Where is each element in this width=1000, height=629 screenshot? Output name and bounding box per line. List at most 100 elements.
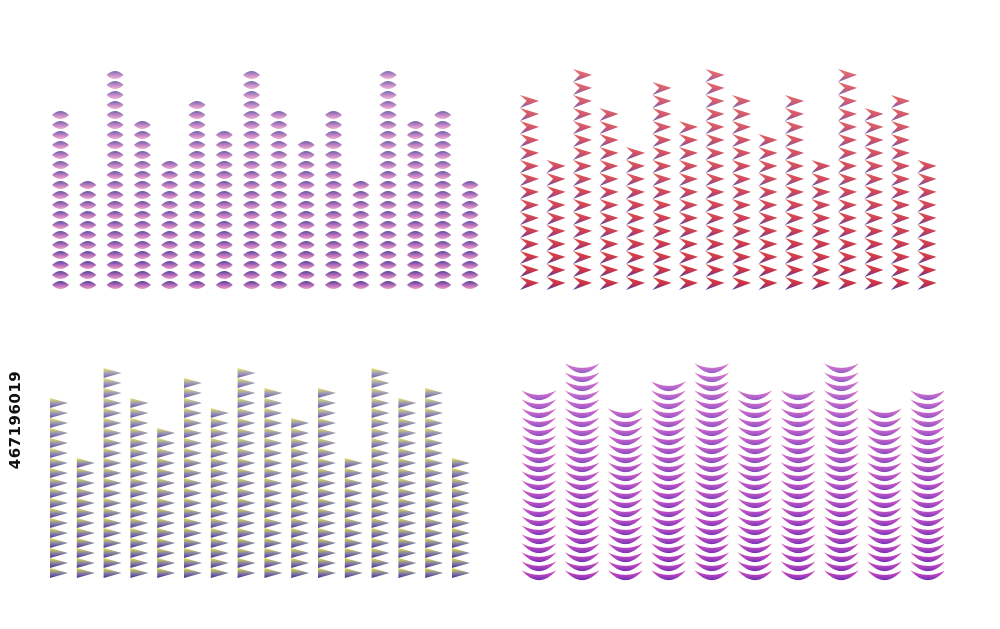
- equalizer-segment: [130, 518, 149, 528]
- equalizer-segment: [157, 518, 176, 528]
- equalizer-segment: [908, 469, 944, 482]
- equalizer-segment: [778, 397, 818, 410]
- equalizer-segment: [599, 134, 619, 147]
- equalizer-segment: [184, 508, 202, 518]
- equalizer-segment: [908, 478, 944, 491]
- equalizer-segment: [599, 186, 619, 199]
- equalizer-segment: [264, 468, 283, 478]
- equalizer-segment: [215, 231, 233, 239]
- equalizer-segment: [599, 160, 619, 173]
- equalizer-segment: [50, 498, 68, 508]
- equalizer-segment: [864, 251, 884, 264]
- equalizer-segment: [188, 251, 206, 259]
- equalizer-segment: [425, 428, 444, 438]
- equalizer-segment: [917, 251, 937, 264]
- equalizer-segment: [908, 550, 944, 563]
- equalizer-segment: [864, 225, 884, 238]
- equalizer-segment: [705, 199, 725, 212]
- equalizer-segment: [520, 173, 539, 186]
- equalizer-segment: [606, 514, 645, 527]
- equalizer-segment: [573, 212, 592, 225]
- equalizer-segment: [371, 538, 390, 548]
- equalizer-segment: [325, 161, 342, 169]
- equalizer-segment: [188, 271, 206, 279]
- equalizer-segment: [822, 487, 861, 500]
- equalizer-segment: [822, 433, 861, 446]
- equalizer-segment: [864, 186, 884, 199]
- equalizer-bar: [785, 95, 804, 290]
- equalizer-segment: [705, 134, 725, 147]
- equalizer-segment: [215, 241, 233, 249]
- equalizer-segment: [891, 160, 910, 173]
- equalizer-segment: [838, 264, 857, 277]
- equalizer-segment: [297, 271, 315, 279]
- equalizer-segment: [692, 442, 732, 455]
- equalizer-segment: [822, 469, 861, 482]
- equalizer-segment: [103, 528, 122, 538]
- equalizer-segment: [188, 261, 206, 269]
- equalizer-segment: [130, 468, 149, 478]
- equalizer-segment: [215, 161, 233, 169]
- equalizer-segment: [210, 558, 229, 568]
- equalizer-segment: [237, 498, 256, 508]
- equalizer-segment: [264, 568, 283, 578]
- equalizer-segment: [425, 418, 444, 428]
- equalizer-segment: [891, 108, 910, 121]
- equalizer-bar: [237, 368, 256, 578]
- equalizer-segment: [52, 201, 69, 209]
- equalizer-segment: [758, 238, 778, 251]
- equalizer-segment: [130, 538, 149, 548]
- equalizer-segment: [562, 424, 602, 437]
- equalizer-segment: [599, 121, 619, 134]
- equalizer-segment: [434, 251, 452, 259]
- stock-id-text: 467196019: [6, 370, 24, 470]
- equalizer-segment: [406, 131, 424, 139]
- equalizer-segment: [161, 171, 179, 179]
- equalizer-segment: [406, 221, 424, 229]
- equalizer-segment: [778, 505, 818, 518]
- equalizer-segment: [838, 212, 857, 225]
- equalizer-segment: [822, 397, 861, 410]
- equalizer-segment: [652, 251, 672, 264]
- equalizer-segment: [264, 418, 283, 428]
- equalizer-segment: [52, 281, 69, 289]
- equalizer-bar: [652, 82, 672, 290]
- equalizer-segment: [735, 469, 775, 482]
- equalizer-segment: [838, 134, 857, 147]
- equalizer-segment: [79, 211, 97, 219]
- equalizer-segment: [546, 264, 566, 277]
- equalizer-segment: [606, 460, 645, 473]
- equalizer-segment: [652, 264, 672, 277]
- equalizer-segment: [908, 442, 944, 455]
- equalizer-segment: [822, 424, 861, 437]
- equalizer-segment: [679, 160, 698, 173]
- equalizer-segment: [50, 428, 68, 438]
- equalizer-segment: [652, 121, 672, 134]
- equalizer-segment: [785, 238, 804, 251]
- equalizer-bar: [520, 95, 539, 290]
- equalizer-segment: [270, 121, 288, 129]
- equalizer-segment: [157, 438, 176, 448]
- equalizer-bar: [705, 69, 725, 290]
- equalizer-segment: [705, 277, 725, 290]
- equalizer-segment: [891, 225, 910, 238]
- equalizer-segment: [891, 238, 910, 251]
- equalizer-segment: [562, 370, 602, 383]
- equalizer-segment: [270, 231, 288, 239]
- equalizer-segment: [519, 568, 559, 581]
- equalizer-segment: [785, 277, 804, 290]
- equalizer-segment: [352, 201, 370, 209]
- equalizer-segment: [822, 514, 861, 527]
- equalizer-segment: [406, 191, 424, 199]
- equalizer-panel-bottom-left: [50, 368, 470, 578]
- equalizer-segment: [215, 131, 233, 139]
- equalizer-segment: [237, 388, 256, 398]
- equalizer-segment: [425, 518, 444, 528]
- equalizer-segment: [352, 191, 370, 199]
- equalizer-segment: [606, 451, 645, 464]
- equalizer-segment: [297, 141, 315, 149]
- equalizer-segment: [237, 548, 256, 558]
- equalizer-segment: [425, 508, 444, 518]
- equalizer-segment: [838, 277, 857, 290]
- equalizer-segment: [318, 388, 336, 398]
